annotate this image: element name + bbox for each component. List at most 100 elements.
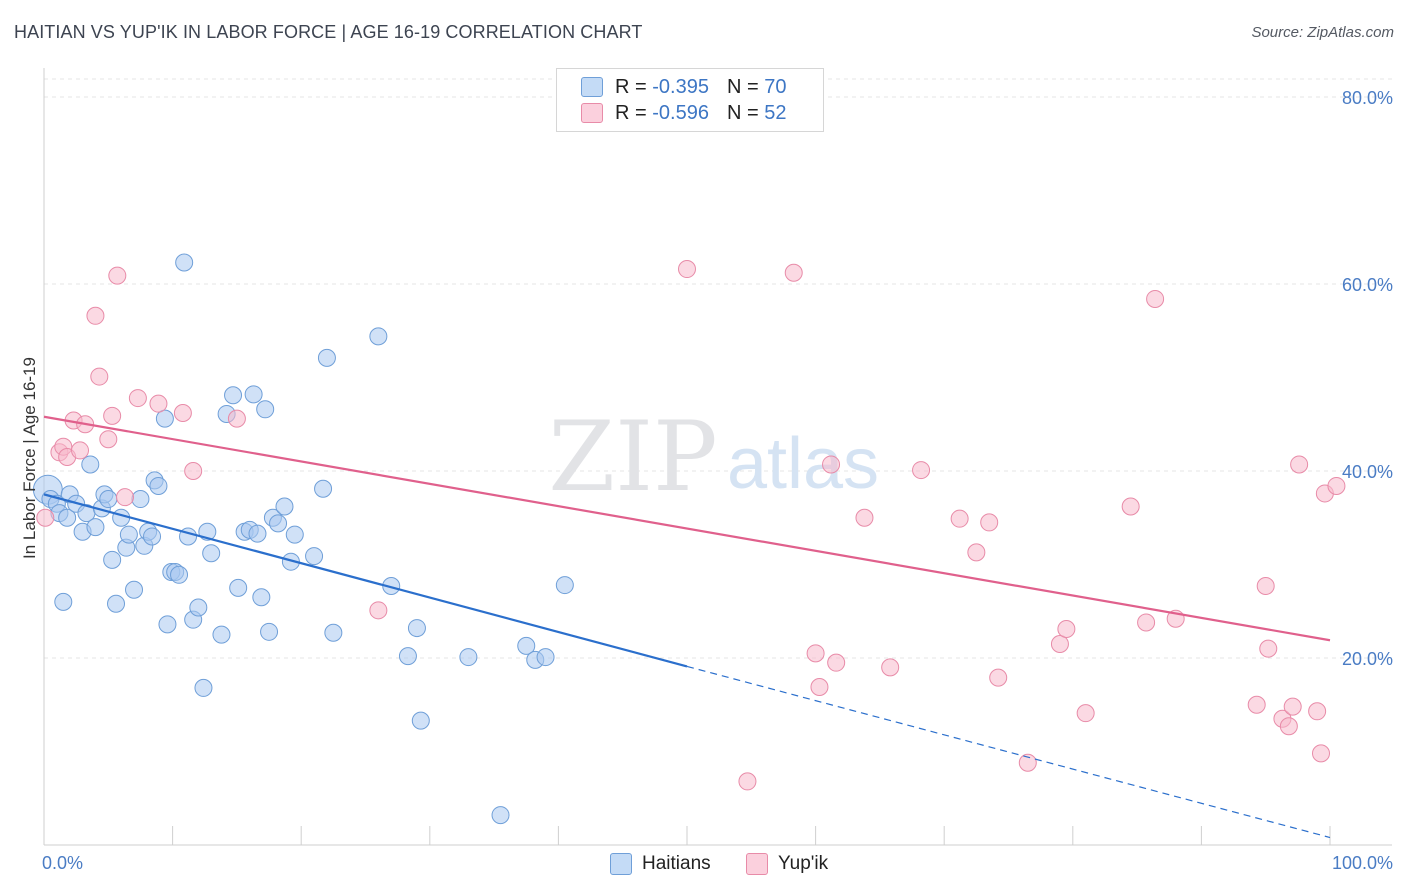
y-tick-label-80: 80.0% <box>1342 88 1393 108</box>
yupik-point-21 <box>784 263 803 282</box>
yupik-point-48 <box>1308 702 1327 721</box>
haitian-point-21 <box>131 490 150 509</box>
haitian-point-63 <box>411 711 430 730</box>
haitian-point-61 <box>398 647 417 666</box>
haitian-point-20 <box>125 580 144 599</box>
haitian-point-69 <box>555 576 574 595</box>
yupik-point-15 <box>173 404 192 423</box>
haitian-point-58 <box>324 623 343 642</box>
r-label: R = <box>615 75 647 98</box>
yupik-point-0 <box>36 508 55 527</box>
yupik-point-37 <box>1121 497 1140 516</box>
haitian-point-14 <box>99 490 118 509</box>
yupik-point-33 <box>1018 753 1037 772</box>
yupik-point-31 <box>980 513 999 532</box>
haitian-point-64 <box>459 648 478 667</box>
legend-row-yupik: R = -0.596 N = 52 <box>581 101 786 125</box>
legend-row-haitians: R = -0.395 N = 70 <box>581 75 786 99</box>
haitian-point-49 <box>260 622 279 641</box>
trend-lines <box>43 415 1331 839</box>
n-label: N = <box>726 101 759 124</box>
yupik-point-16 <box>184 462 203 480</box>
watermark: ZIP atlas <box>548 401 879 513</box>
legend-item-haitians: Haitians <box>610 852 711 876</box>
haitian-point-56 <box>314 479 333 498</box>
haitian-point-19 <box>119 525 138 544</box>
yupik-point-8 <box>90 367 109 386</box>
stats-legend: R = -0.395 N = 70 R = -0.596 N = 52 <box>556 68 824 132</box>
haitian-point-41 <box>224 386 243 405</box>
yupik-legend-label: Yup'ik <box>778 853 829 874</box>
haitian-point-54 <box>285 525 304 544</box>
gridlines <box>44 78 1392 659</box>
yupik-point-18 <box>369 601 388 620</box>
yupik-point-13 <box>128 389 147 408</box>
yupik-point-10 <box>103 406 122 425</box>
x-tick-label-max: 100.0% <box>1332 853 1393 873</box>
haitian-point-26 <box>149 476 168 495</box>
yupik-point-43 <box>1259 639 1278 658</box>
yupik-point-51 <box>1327 476 1346 495</box>
legend-item-yupik: Yup'ik <box>746 852 828 876</box>
haitian-point-51 <box>269 514 288 533</box>
yupik-point-7 <box>86 306 105 325</box>
watermark-zip: ZIP <box>548 401 717 513</box>
haitian-point-38 <box>202 544 221 563</box>
haitian-point-31 <box>170 565 189 584</box>
y-tick-label-40: 40.0% <box>1342 462 1393 482</box>
yupik-point-20 <box>738 772 757 791</box>
haitian-point-65 <box>491 806 510 825</box>
yupik-point-45 <box>1279 717 1298 736</box>
haitian-point-66 <box>517 636 536 655</box>
haitians-n-value: 70 <box>764 75 787 98</box>
axis-labels: 20.0% 40.0% 60.0% 80.0% 0.0% 100.0% In Labor F… <box>20 88 1393 873</box>
yupik-point-30 <box>967 543 986 562</box>
x-tick-label-min: 0.0% <box>42 853 83 873</box>
haitian-point-57 <box>317 348 336 367</box>
haitian-point-48 <box>256 400 275 419</box>
haitian-point-39 <box>212 625 231 644</box>
yupik-point-17 <box>227 409 246 428</box>
haitian-point-11 <box>86 518 105 537</box>
yupik-point-28 <box>912 461 931 480</box>
yupik-point-24 <box>822 455 841 474</box>
yupik-point-41 <box>1247 695 1266 714</box>
haitian-point-42 <box>229 578 248 597</box>
yupik-trend-line <box>43 415 1331 642</box>
haitian-point-32 <box>175 253 194 272</box>
haitian-point-55 <box>305 547 324 566</box>
yupik-legend-swatch <box>746 853 768 875</box>
haitian-point-24 <box>143 527 162 546</box>
haitian-point-15 <box>103 550 122 569</box>
yupik-point-27 <box>881 658 900 677</box>
r-label: R = <box>615 101 647 124</box>
haitian-point-45 <box>244 385 263 404</box>
haitian-point-16 <box>107 594 126 613</box>
yupik-point-46 <box>1283 697 1302 716</box>
haitians-legend-label: Haitians <box>642 853 711 874</box>
yupik-point-29 <box>950 509 969 528</box>
yupik-point-47 <box>1290 455 1309 474</box>
haitians-legend-swatch <box>610 853 632 875</box>
yupik-point-9 <box>99 430 118 449</box>
watermark-atlas: atlas <box>727 424 879 504</box>
yupik-point-35 <box>1057 620 1076 639</box>
yupik-point-42 <box>1256 577 1275 596</box>
yupik-point-36 <box>1076 704 1095 723</box>
yupik-point-12 <box>116 488 135 507</box>
yupik-r-value: -0.596 <box>652 101 709 124</box>
n-label: N = <box>726 75 759 98</box>
yupik-points <box>36 260 1346 791</box>
haitian-point-59 <box>369 327 388 346</box>
haitian-point-52 <box>275 497 294 516</box>
haitian-point-68 <box>536 648 555 667</box>
y-axis-label: In Labor Force | Age 16-19 <box>20 357 39 559</box>
yupik-point-34 <box>1050 634 1069 653</box>
haitian-point-47 <box>252 588 271 607</box>
yupik-point-26 <box>855 508 874 527</box>
source-label: Source: ZipAtlas.com <box>1251 24 1394 41</box>
haitians-r-value: -0.395 <box>652 75 709 98</box>
haitian-point-27 <box>155 409 174 428</box>
haitian-point-28 <box>158 615 177 634</box>
